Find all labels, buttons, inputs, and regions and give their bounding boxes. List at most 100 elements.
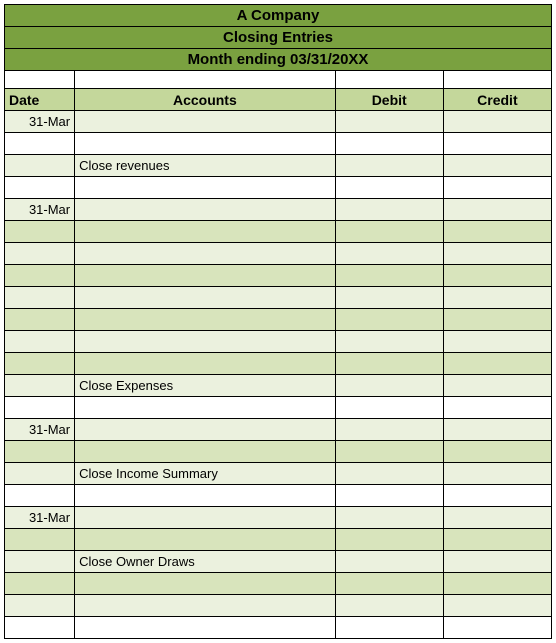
cell-date bbox=[5, 397, 75, 419]
cell-date bbox=[5, 287, 75, 309]
cell-accounts bbox=[75, 529, 335, 551]
cell-accounts bbox=[75, 441, 335, 463]
cell-debit bbox=[335, 353, 443, 375]
cell-accounts bbox=[75, 595, 335, 617]
cell-date: 31-Mar bbox=[5, 199, 75, 221]
cell-credit bbox=[443, 287, 551, 309]
cell-credit bbox=[443, 551, 551, 573]
cell-date bbox=[5, 155, 75, 177]
cell-accounts: Close Income Summary bbox=[75, 463, 335, 485]
cell-accounts bbox=[75, 419, 335, 441]
cell-date bbox=[5, 441, 75, 463]
title-row-3: Month ending 03/31/20XX bbox=[5, 49, 552, 71]
cell-credit bbox=[443, 199, 551, 221]
table-row: Close Expenses bbox=[5, 375, 552, 397]
title-row-1: A Company bbox=[5, 5, 552, 27]
cell-debit bbox=[335, 595, 443, 617]
cell-date: 31-Mar bbox=[5, 111, 75, 133]
cell-date bbox=[5, 595, 75, 617]
cell-credit bbox=[443, 529, 551, 551]
cell-accounts bbox=[75, 199, 335, 221]
cell-debit bbox=[335, 463, 443, 485]
cell-debit bbox=[335, 155, 443, 177]
table-row: 31-Mar bbox=[5, 199, 552, 221]
cell-credit bbox=[443, 353, 551, 375]
cell-date bbox=[5, 353, 75, 375]
table-row bbox=[5, 573, 552, 595]
cell-credit bbox=[443, 507, 551, 529]
col-header-debit: Debit bbox=[335, 89, 443, 111]
cell-debit bbox=[335, 617, 443, 639]
table-row bbox=[5, 331, 552, 353]
title-row-2: Closing Entries bbox=[5, 27, 552, 49]
cell-debit bbox=[335, 375, 443, 397]
cell-debit bbox=[335, 265, 443, 287]
cell-accounts: Close Owner Draws bbox=[75, 551, 335, 573]
table-row: 31-Mar bbox=[5, 507, 552, 529]
table-row bbox=[5, 529, 552, 551]
table-row bbox=[5, 221, 552, 243]
table-row: 31-Mar bbox=[5, 419, 552, 441]
cell-accounts bbox=[75, 353, 335, 375]
title-line2: Closing Entries bbox=[5, 27, 552, 49]
cell-credit bbox=[443, 331, 551, 353]
cell-credit bbox=[443, 617, 551, 639]
cell-credit bbox=[443, 111, 551, 133]
cell-debit bbox=[335, 397, 443, 419]
table-row: Close Income Summary bbox=[5, 463, 552, 485]
cell-debit bbox=[335, 221, 443, 243]
cell-debit bbox=[335, 419, 443, 441]
col-header-accounts: Accounts bbox=[75, 89, 335, 111]
cell-debit bbox=[335, 199, 443, 221]
closing-entries-table: A Company Closing Entries Month ending 0… bbox=[4, 4, 552, 639]
cell-credit bbox=[443, 397, 551, 419]
cell-credit bbox=[443, 485, 551, 507]
cell-credit bbox=[443, 441, 551, 463]
cell-debit bbox=[335, 507, 443, 529]
cell-accounts bbox=[75, 221, 335, 243]
cell-credit bbox=[443, 243, 551, 265]
cell-accounts bbox=[75, 265, 335, 287]
table-row bbox=[5, 485, 552, 507]
table-row bbox=[5, 353, 552, 375]
cell-date bbox=[5, 551, 75, 573]
table-row bbox=[5, 595, 552, 617]
cell-debit bbox=[335, 111, 443, 133]
cell-debit bbox=[335, 309, 443, 331]
title-line1: A Company bbox=[5, 5, 552, 27]
cell-credit bbox=[443, 573, 551, 595]
spacer-row bbox=[5, 71, 552, 89]
cell-date bbox=[5, 309, 75, 331]
cell-date bbox=[5, 463, 75, 485]
cell-accounts bbox=[75, 133, 335, 155]
title-line3: Month ending 03/31/20XX bbox=[5, 49, 552, 71]
cell-accounts bbox=[75, 397, 335, 419]
cell-debit bbox=[335, 551, 443, 573]
cell-accounts bbox=[75, 331, 335, 353]
cell-date bbox=[5, 617, 75, 639]
table-row: 31-Mar bbox=[5, 111, 552, 133]
cell-accounts bbox=[75, 485, 335, 507]
cell-accounts bbox=[75, 111, 335, 133]
table-row: Close revenues bbox=[5, 155, 552, 177]
col-header-date: Date bbox=[5, 89, 75, 111]
cell-date bbox=[5, 177, 75, 199]
cell-accounts bbox=[75, 507, 335, 529]
cell-date bbox=[5, 133, 75, 155]
table-row bbox=[5, 441, 552, 463]
cell-accounts bbox=[75, 617, 335, 639]
cell-credit bbox=[443, 133, 551, 155]
table-row bbox=[5, 397, 552, 419]
col-header-credit: Credit bbox=[443, 89, 551, 111]
table-row bbox=[5, 133, 552, 155]
cell-credit bbox=[443, 463, 551, 485]
cell-credit bbox=[443, 419, 551, 441]
cell-accounts bbox=[75, 243, 335, 265]
cell-date: 31-Mar bbox=[5, 507, 75, 529]
cell-date bbox=[5, 485, 75, 507]
cell-credit bbox=[443, 309, 551, 331]
column-header-row: Date Accounts Debit Credit bbox=[5, 89, 552, 111]
cell-date bbox=[5, 375, 75, 397]
cell-date bbox=[5, 243, 75, 265]
table-row: Close Owner Draws bbox=[5, 551, 552, 573]
